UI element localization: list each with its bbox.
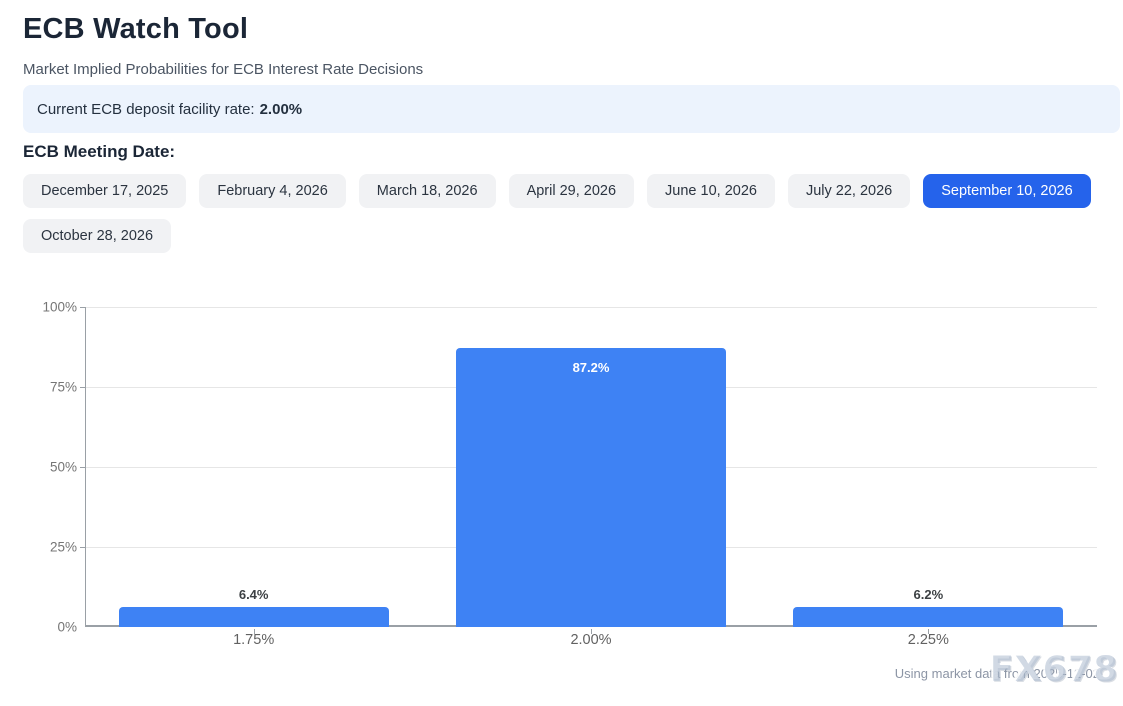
meeting-date-button-6[interactable]: September 10, 2026 <box>923 174 1091 208</box>
meeting-date-button-5[interactable]: July 22, 2026 <box>787 174 911 208</box>
y-axis-label-50%: 50% <box>49 459 77 475</box>
meeting-date-button-3[interactable]: April 29, 2026 <box>508 174 635 208</box>
y-axis-label-75%: 75% <box>49 379 77 395</box>
x-axis-tick-1.75% <box>253 629 255 634</box>
page-subtitle: Market Implied Probabilities for ECB Int… <box>23 61 424 78</box>
page-title: ECB Watch Tool <box>23 13 249 45</box>
data-source-note: Using market data from 2025-12-02 <box>894 666 1100 681</box>
y-axis-label-25%: 25% <box>49 539 77 555</box>
meeting-date-button-group: December 17, 2025 February 4, 2026 March 1… <box>23 174 1103 253</box>
x-axis-label-1.75%: 1.75% <box>233 632 275 648</box>
meeting-date-button-0[interactable]: December 17, 2025 <box>23 174 187 208</box>
meeting-date-button-7[interactable]: October 28, 2026 <box>23 219 172 253</box>
x-axis-label-2.00%: 2.00% <box>570 632 612 648</box>
meeting-date-button-4[interactable]: June 10, 2026 <box>647 174 775 208</box>
current-rate-label: Current ECB deposit facility rate: <box>37 100 255 118</box>
gridline-100% <box>86 307 1097 308</box>
x-axis-label-2.25%: 2.25% <box>907 632 949 648</box>
y-axis-label-0%: 0% <box>57 619 77 635</box>
y-axis-label-100%: 100% <box>42 299 77 315</box>
meeting-date-button-1[interactable]: February 4, 2026 <box>199 174 346 208</box>
x-axis-tick-2.00% <box>591 629 592 634</box>
probability-bar-2.00%[interactable] <box>456 347 726 627</box>
meeting-date-heading: ECB Meeting Date: <box>23 142 176 161</box>
y-axis-tick <box>80 307 85 308</box>
y-axis-tick <box>80 547 85 548</box>
bar-value-label-1.75%: 6.4% <box>238 586 269 602</box>
current-rate-value: 2.00% <box>259 100 303 118</box>
probability-bar-2.25%[interactable] <box>793 607 1064 627</box>
meeting-date-button-2[interactable]: March 18, 2026 <box>358 174 496 208</box>
x-axis-tick-2.25% <box>928 629 930 634</box>
y-axis-tick <box>80 387 85 388</box>
current-rate-info-bar: Current ECB deposit facility rate: 2.00% <box>23 85 1120 133</box>
y-axis-tick <box>80 467 85 468</box>
bar-value-label-2.00%: 87.2% <box>572 359 610 375</box>
probability-bar-1.75%[interactable] <box>118 606 389 627</box>
bar-value-label-2.25%: 6.2% <box>913 587 944 603</box>
